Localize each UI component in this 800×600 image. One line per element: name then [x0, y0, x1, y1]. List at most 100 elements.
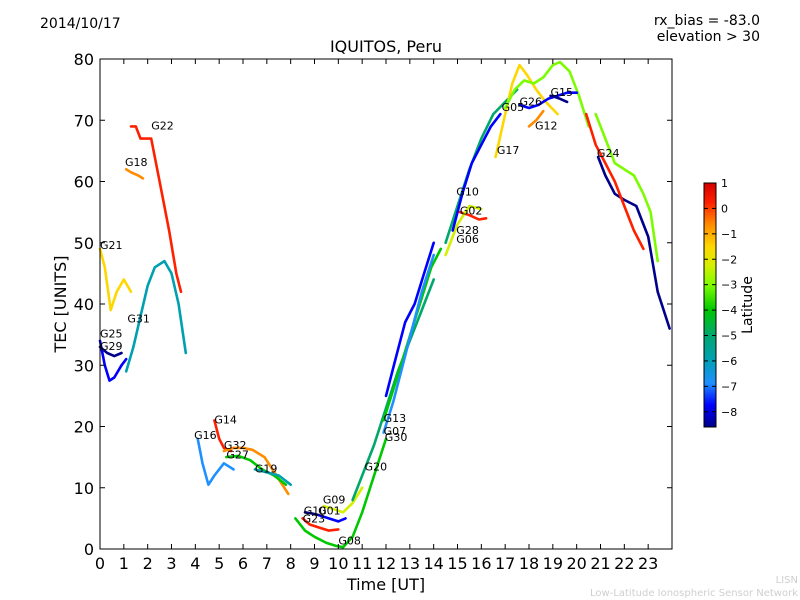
series-G06: [451, 112, 502, 232]
y-tick-label: 30: [74, 356, 94, 375]
y-axis-title: TEC [UNITS]: [51, 256, 70, 354]
plot-frame: [99, 58, 673, 550]
x-tick-label: 10: [328, 554, 348, 573]
y-tick-label: 70: [74, 111, 94, 130]
x-tick-label: 23: [638, 554, 658, 573]
series-G21: [98, 247, 133, 312]
y-tick-label: 50: [74, 234, 94, 253]
plot-series-group: [98, 60, 671, 549]
satellite-label: G30: [385, 431, 408, 444]
series-G24b: [594, 112, 660, 263]
axes-group: 0 1 2 3 4 5 6 7 8 9 10 11 12 13 14 15 16 17 18 19 20 21 22 2301…: [74, 50, 672, 573]
series-G23: [301, 517, 340, 532]
series-G10: [303, 510, 321, 517]
satellite-labels-group: G21G25G29G31G18G22G14G16G32G27G19G23G10G…: [100, 86, 619, 548]
colorbar-tick-label: 1: [721, 177, 728, 190]
satellite-label: G32: [224, 439, 247, 452]
satellite-label: G19: [255, 462, 278, 475]
colorbar-tick-label: −2: [721, 253, 737, 266]
chart-title: IQUITOS, Peru: [329, 37, 443, 56]
rx-bias-label: rx_bias = -83.0: [653, 13, 760, 29]
y-tick-label: 80: [74, 50, 94, 69]
satellite-label: G28: [456, 224, 479, 237]
x-tick-label: 19: [543, 554, 563, 573]
satellite-label: G22: [151, 119, 174, 132]
colorbar-tick-label: −6: [721, 355, 737, 368]
colorbar: [703, 182, 717, 428]
x-tick-label: 1: [119, 554, 129, 573]
y-tick-label: 20: [74, 418, 94, 437]
satellite-label: G29: [100, 340, 123, 353]
satellite-label: G10: [304, 505, 327, 518]
satellite-label: G14: [214, 413, 237, 426]
series-G24c: [584, 112, 645, 251]
series-G28: [444, 204, 483, 257]
colorbar-tick-label: −7: [721, 380, 737, 393]
x-axis-title: Time [UT]: [346, 575, 425, 594]
series-G26: [518, 91, 579, 110]
colorbar-tick-label: 0: [721, 202, 728, 215]
series-G29: [98, 345, 123, 358]
x-tick-label: 4: [190, 554, 200, 573]
satellite-label: G23: [303, 513, 326, 526]
colorbar-title: Latitude: [740, 276, 756, 334]
satellite-label: G31: [127, 312, 150, 325]
satellite-label: G08: [338, 535, 361, 548]
colorbar-ticks: 1 0 −1 −2 −3 −4 −5 −6 −7 −8: [704, 177, 737, 419]
x-tick-label: 22: [614, 554, 634, 573]
x-tick-label: 12: [376, 554, 396, 573]
series-G12: [527, 109, 545, 128]
satellite-label: G25: [100, 328, 123, 341]
x-tick-label: 15: [447, 554, 467, 573]
colorbar-tick-label: −3: [721, 279, 737, 292]
x-tick-label: 13: [400, 554, 420, 573]
satellite-label: G07: [384, 425, 407, 438]
x-tick-label: 9: [309, 554, 319, 573]
series-G22: [129, 125, 183, 294]
satellite-label: G17: [497, 144, 520, 157]
satellite-label: G24: [597, 147, 620, 160]
satellite-label: G09: [323, 494, 346, 507]
series-G27: [225, 454, 288, 487]
series-G30: [384, 241, 436, 398]
x-tick-label: 17: [495, 554, 515, 573]
satellite-label: G18: [125, 156, 148, 169]
series-G16: [196, 437, 235, 487]
satellite-label: G26: [519, 96, 542, 109]
colorbar-tick-label: −1: [721, 228, 737, 241]
satellite-label: G05: [502, 101, 525, 114]
series-G18: [124, 168, 145, 180]
satellite-label: G01: [318, 505, 341, 518]
x-tick-label: 7: [262, 554, 272, 573]
elevation-label: elevation > 30: [656, 29, 760, 45]
colorbar-tick-label: −4: [721, 304, 737, 317]
y-tick-label: 60: [74, 173, 94, 192]
series-G31: [124, 259, 188, 373]
x-tick-label: 5: [214, 554, 224, 573]
x-tick-label: 20: [566, 554, 586, 573]
x-tick-label: 0: [95, 554, 105, 573]
x-tick-label: 14: [423, 554, 443, 573]
satellite-label: G15: [550, 86, 573, 99]
y-tick-label: 0: [84, 540, 94, 559]
series-G05: [503, 60, 590, 128]
footer-network: Low-Latitude Ionospheric Sensor Network: [590, 588, 798, 599]
series-G07: [382, 253, 436, 434]
y-tick-label: 10: [74, 479, 94, 498]
x-tick-label: 16: [471, 554, 491, 573]
satellite-label: G27: [226, 448, 249, 461]
satellite-label: G10: [456, 186, 479, 199]
series-G19: [253, 468, 293, 487]
satellite-label: G21: [100, 239, 123, 252]
x-tick-label: 11: [352, 554, 372, 573]
series-G01: [317, 513, 347, 523]
x-tick-label: 21: [590, 554, 610, 573]
series-G09: [322, 486, 364, 514]
footer-lisn: LISN: [775, 575, 798, 586]
x-tick-label: 3: [166, 554, 176, 573]
series-G24: [596, 155, 671, 330]
satellite-label: G13: [384, 412, 407, 425]
x-tick-label: 18: [519, 554, 539, 573]
satellite-label: G16: [194, 429, 217, 442]
